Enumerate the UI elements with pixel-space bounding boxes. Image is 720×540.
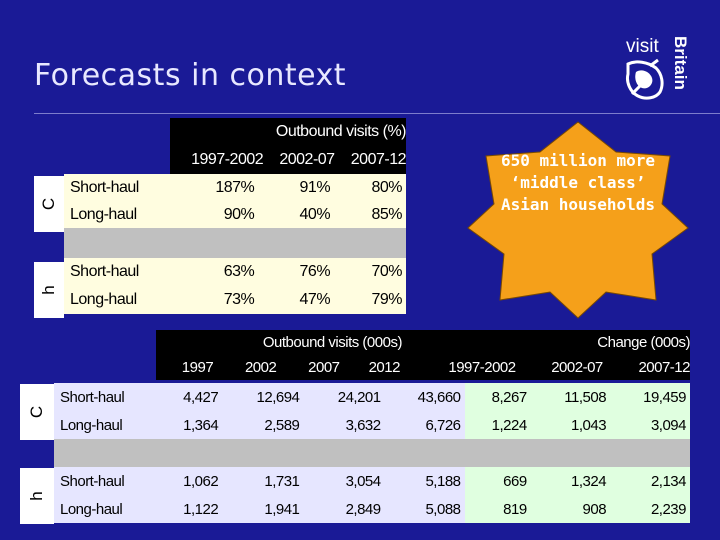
column-header: 2002	[244, 359, 277, 376]
table-cell: 8,267	[464, 383, 533, 411]
table-cell: 40%	[262, 201, 339, 228]
table-cell: 3,054	[305, 467, 387, 495]
side-label-bottom2: h	[20, 468, 54, 524]
outbound-thousands-table-body: Short-haul 4,427 12,694 24,201 43,660 8,…	[54, 383, 690, 523]
column-header: 1997	[181, 359, 214, 376]
column-header: 2002-07	[279, 151, 335, 168]
table-cell: 70%	[338, 258, 406, 286]
table-cell: 1,224	[464, 411, 533, 439]
table2-column-row: 1997 2002 2007 2012 1997-2002 2002-07 20…	[156, 355, 691, 380]
column-header: 2007-12	[350, 151, 407, 168]
table-cell: 1,364	[156, 411, 225, 439]
table-row: Long-haul 1,364 2,589 3,632 6,726 1,224 …	[54, 411, 690, 439]
logo-britain-text: Britain	[671, 36, 690, 90]
column-header: 1997-2002	[191, 151, 264, 168]
callout-star-shape	[467, 121, 689, 319]
outbound-thousands-table: Outbound visits (000s) Change (000s) 199…	[156, 330, 691, 380]
table-cell: 47%	[262, 286, 339, 314]
table-row: Short-haul 63% 76% 70%	[64, 258, 406, 286]
table-cell: 91%	[262, 174, 339, 201]
table-row: Long-haul 90% 40% 85%	[64, 201, 406, 228]
table-cell: 1,324	[532, 467, 613, 495]
table-cell: 90%	[170, 201, 263, 228]
table-cell: 80%	[338, 174, 406, 201]
table-cell: 12,694	[224, 383, 306, 411]
callout-text: 650 million more ‘middle class’ Asian ho…	[500, 151, 656, 214]
table-cell: 2,589	[224, 411, 306, 439]
table-cell: 1,941	[224, 495, 306, 523]
table-cell: 819	[464, 495, 533, 523]
table-cell: 79%	[338, 286, 406, 314]
table-cell: 76%	[262, 258, 339, 286]
side-label-bottom1: h	[34, 262, 64, 318]
row-label: Long-haul	[54, 411, 156, 439]
table-cell: 3,632	[305, 411, 387, 439]
logo-visit-text: visit	[626, 36, 659, 57]
table-cell: 5,088	[386, 495, 465, 523]
table-cell: 19,459	[612, 383, 690, 411]
lion-crest-icon	[626, 58, 664, 100]
table-cell: 4,427	[156, 383, 225, 411]
table2-change-header: Change (000s)	[597, 334, 690, 351]
table-row: Long-haul 73% 47% 79%	[64, 286, 406, 314]
column-header: 1997-2002	[448, 359, 516, 376]
table-cell: 63%	[170, 258, 263, 286]
table-cell: 6,726	[386, 411, 465, 439]
table-cell: 187%	[170, 174, 263, 201]
table-cell: 908	[532, 495, 613, 523]
table-separator	[64, 228, 406, 258]
table-cell: 85%	[338, 201, 406, 228]
side-label-top1: C	[34, 176, 64, 232]
table-cell: 669	[464, 467, 533, 495]
table-row: Short-haul 187% 91% 80%	[64, 174, 406, 201]
slide-title: Forecasts in context	[34, 58, 347, 93]
title-divider	[34, 113, 720, 114]
table-cell: 2,849	[305, 495, 387, 523]
table-row: Short-haul 1,062 1,731 3,054 5,188 669 1…	[54, 467, 690, 495]
table-cell: 2,239	[612, 495, 690, 523]
side-label-top2: C	[20, 384, 54, 440]
table-row: Short-haul 4,427 12,694 24,201 43,660 8,…	[54, 383, 690, 411]
row-label: Short-haul	[64, 174, 170, 201]
table1-header: Outbound visits (%)	[275, 123, 407, 140]
table-cell: 1,062	[156, 467, 225, 495]
table1-column-row: 1997-2002 2002-07 2007-12	[170, 146, 407, 174]
table-cell: 3,094	[612, 411, 690, 439]
table1-title-row: Outbound visits (%)	[170, 118, 407, 146]
outbound-percent-table: Outbound visits (%) 1997-2002 2002-07 20…	[170, 118, 407, 174]
row-label: Short-haul	[54, 467, 156, 495]
column-header: 2007-12	[638, 359, 690, 376]
table2-title-row: Outbound visits (000s) Change (000s)	[156, 330, 691, 355]
table-cell: 1,122	[156, 495, 225, 523]
table-cell: 1,043	[532, 411, 613, 439]
table-row: Long-haul 1,122 1,941 2,849 5,088 819 90…	[54, 495, 690, 523]
table-cell: 24,201	[305, 383, 387, 411]
column-header: 2007	[308, 359, 340, 376]
column-header: 2012	[368, 359, 401, 376]
table-cell: 11,508	[532, 383, 613, 411]
table-cell: 5,188	[386, 467, 465, 495]
row-label: Short-haul	[64, 258, 170, 286]
row-label: Long-haul	[64, 201, 170, 228]
table-cell: 43,660	[386, 383, 465, 411]
row-label: Long-haul	[64, 286, 170, 314]
outbound-percent-table-body: Short-haul 187% 91% 80% Long-haul 90% 40…	[64, 174, 406, 314]
visitbritain-logo: visit Britain	[620, 30, 692, 105]
table2-visits-header: Outbound visits (000s)	[262, 334, 403, 351]
table-cell: 2,134	[612, 467, 690, 495]
table-cell: 1,731	[224, 467, 306, 495]
table-cell: 73%	[170, 286, 263, 314]
column-header: 2002-07	[551, 359, 603, 376]
row-label: Long-haul	[54, 495, 156, 523]
table-separator	[54, 439, 690, 467]
row-label: Short-haul	[54, 383, 156, 411]
